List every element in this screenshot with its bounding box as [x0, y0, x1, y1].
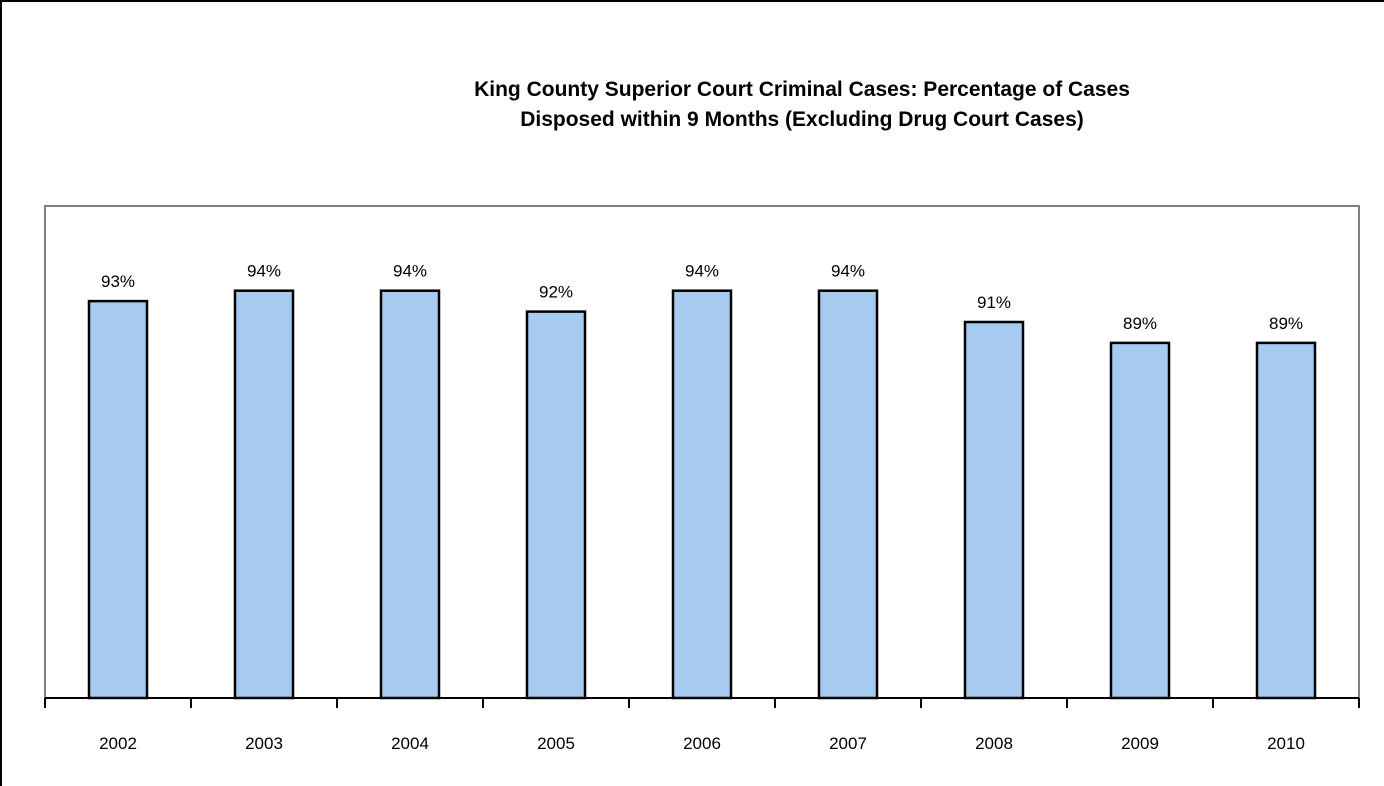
bar-2006	[671, 289, 733, 700]
data-label-2002: 93%	[101, 272, 135, 291]
x-tick-label-2002: 2002	[99, 734, 137, 753]
chart-title-line-2: Disposed within 9 Months (Excluding Drug…	[520, 108, 1084, 131]
data-labels-group: 93% 94% 94% 92% 94% 94% 91% 89% 89%	[101, 262, 1303, 333]
data-label-2008: 91%	[977, 293, 1011, 312]
x-tick-labels-group: 2002 2003 2004 2005 2006 2007 2008 2009 2010	[99, 734, 1305, 753]
x-tick-label-2003: 2003	[245, 734, 283, 753]
bar-2005	[525, 310, 587, 700]
bar-2003	[233, 289, 295, 700]
bar-2008	[963, 320, 1025, 700]
x-tick-label-2007: 2007	[829, 734, 867, 753]
chart-title-line-1: King County Superior Court Criminal Case…	[474, 78, 1130, 101]
x-ticks-group	[44, 698, 1360, 708]
x-tick-label-2008: 2008	[975, 734, 1013, 753]
data-label-2009: 89%	[1123, 314, 1157, 333]
bar-2010	[1255, 341, 1317, 700]
bar-2002	[87, 299, 149, 700]
data-label-2007: 94%	[831, 262, 865, 281]
x-tick-label-2009: 2009	[1121, 734, 1159, 753]
data-label-2010: 89%	[1269, 314, 1303, 333]
bar-2009	[1109, 341, 1171, 700]
x-tick-label-2004: 2004	[391, 734, 429, 753]
x-tick-label-2010: 2010	[1267, 734, 1305, 753]
bar-2007	[817, 289, 879, 700]
x-tick-label-2005: 2005	[537, 734, 575, 753]
data-label-2003: 94%	[247, 262, 281, 281]
bar-2004	[379, 289, 441, 700]
data-label-2004: 94%	[393, 262, 427, 281]
x-tick-label-2006: 2006	[683, 734, 721, 753]
data-label-2006: 94%	[685, 262, 719, 281]
bars-group	[87, 289, 1317, 700]
data-label-2005: 92%	[539, 283, 573, 302]
